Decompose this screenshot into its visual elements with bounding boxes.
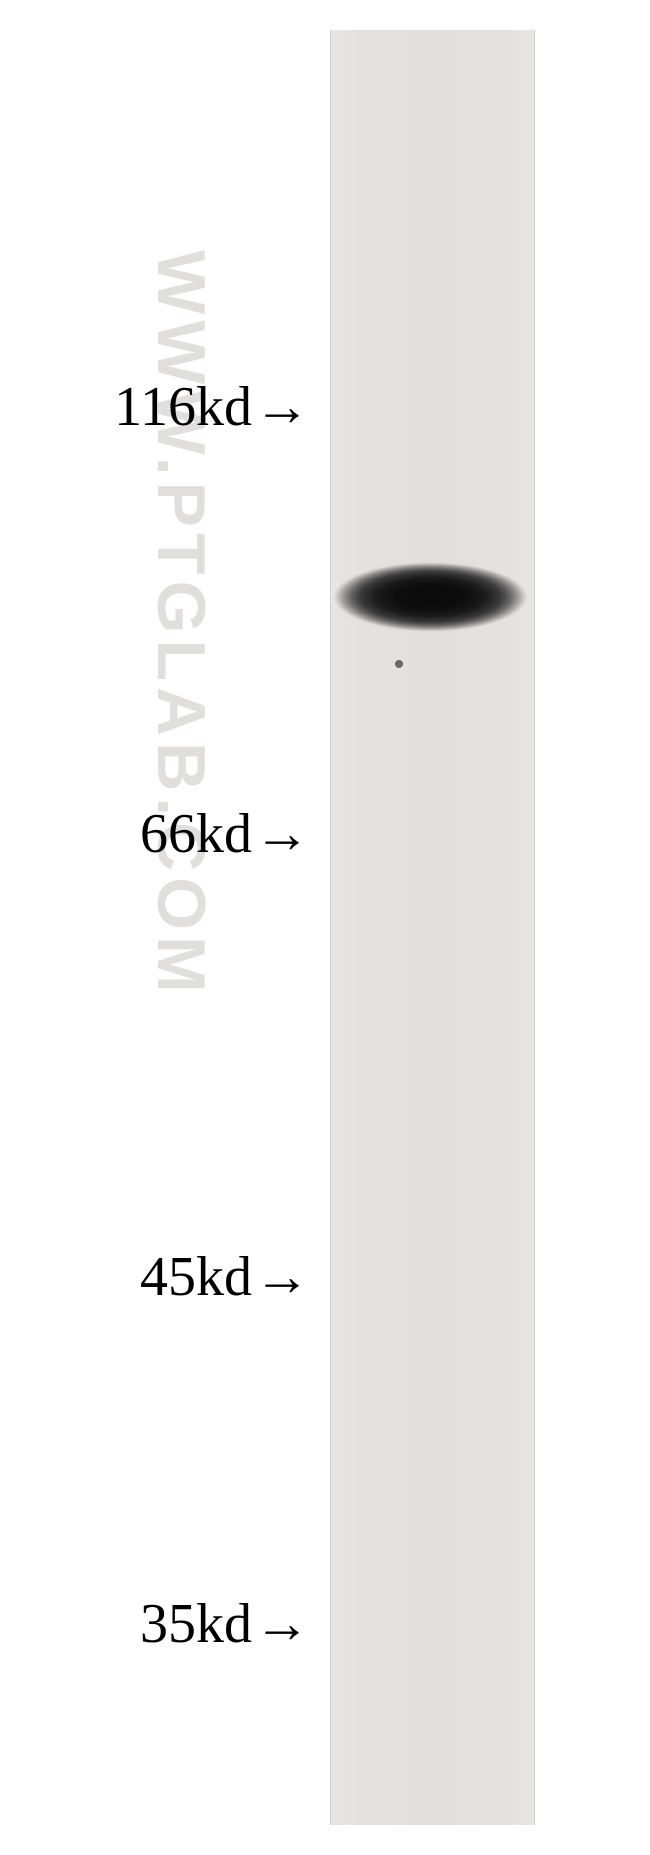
arrow-icon: → (254, 375, 310, 439)
protein-band (333, 558, 528, 636)
blot-lane (330, 30, 535, 1825)
mw-label-text: 35kd (140, 1592, 252, 1656)
mw-label-text: 45kd (140, 1245, 252, 1309)
blot-speck-1 (395, 660, 403, 668)
arrow-icon: → (254, 1592, 310, 1656)
mw-label-text: 66kd (140, 802, 252, 866)
arrow-icon: → (254, 1245, 310, 1309)
watermark-text: WWW.PTGLAB.COM (142, 250, 220, 999)
arrow-icon: → (254, 802, 310, 866)
mw-label-text: 116kd (114, 375, 252, 439)
mw-marker-35kd: 35kd→ (0, 1590, 310, 1657)
mw-marker-66kd: 66kd→ (0, 800, 310, 867)
mw-marker-45kd: 45kd→ (0, 1243, 310, 1310)
western-blot-figure: WWW.PTGLAB.COM 116kd→ 66kd→ 45kd→ 35kd→ (0, 0, 650, 1855)
mw-marker-116kd: 116kd→ (0, 373, 310, 440)
